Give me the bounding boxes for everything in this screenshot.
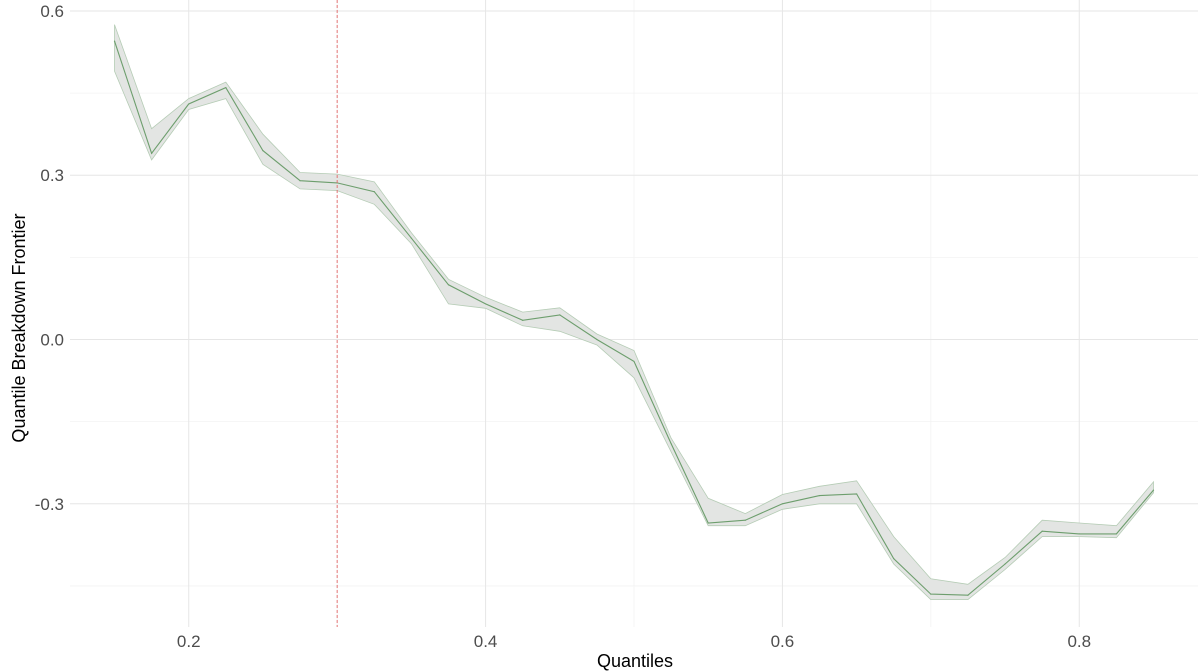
data-point xyxy=(484,303,487,305)
data-point xyxy=(1041,530,1043,532)
data-point xyxy=(781,503,784,505)
data-point xyxy=(744,519,746,521)
data-point xyxy=(707,522,709,524)
x-tick-label: 0.4 xyxy=(474,632,498,651)
y-tick-label: 0.0 xyxy=(40,331,64,350)
y-tick-label: 0.3 xyxy=(40,166,64,185)
data-point xyxy=(596,338,598,341)
data-point xyxy=(299,180,301,182)
data-point xyxy=(930,593,932,595)
data-point xyxy=(262,149,264,152)
data-point xyxy=(522,319,524,321)
y-tick-label: 0.6 xyxy=(40,2,64,21)
x-axis-tick-labels: 0.2 0.4 0.6 0.8 xyxy=(177,632,1091,651)
data-point xyxy=(447,284,450,286)
y-tick-label: -0.3 xyxy=(35,495,64,514)
confidence-band-layer xyxy=(114,24,1154,600)
data-point xyxy=(225,87,227,89)
data-point xyxy=(1078,533,1080,535)
data-point xyxy=(967,594,969,596)
data-point xyxy=(1115,533,1117,535)
series-line-layer xyxy=(113,40,1155,596)
data-point xyxy=(670,442,672,445)
data-point xyxy=(188,103,190,105)
x-tick-label: 0.2 xyxy=(177,632,201,651)
confidence-band xyxy=(114,24,1154,600)
data-point xyxy=(113,40,116,42)
data-point xyxy=(1152,489,1155,491)
x-tick-label: 0.8 xyxy=(1067,632,1091,651)
data-point xyxy=(633,360,635,363)
y-axis-title: Quantile Breakdown Frontier xyxy=(9,213,29,442)
data-point xyxy=(818,494,821,497)
data-point xyxy=(856,493,858,495)
x-tick-label: 0.6 xyxy=(771,632,795,651)
x-axis-title: Quantiles xyxy=(597,651,673,671)
major-gridlines xyxy=(70,0,1198,627)
y-axis-tick-labels: -0.3 0.0 0.3 0.6 xyxy=(35,2,64,514)
data-point xyxy=(1004,563,1006,565)
data-point xyxy=(410,237,412,239)
data-point xyxy=(373,191,375,193)
data-point xyxy=(559,314,561,316)
data-point xyxy=(893,557,895,560)
minor-gridlines xyxy=(70,0,1198,627)
data-point xyxy=(151,152,153,154)
